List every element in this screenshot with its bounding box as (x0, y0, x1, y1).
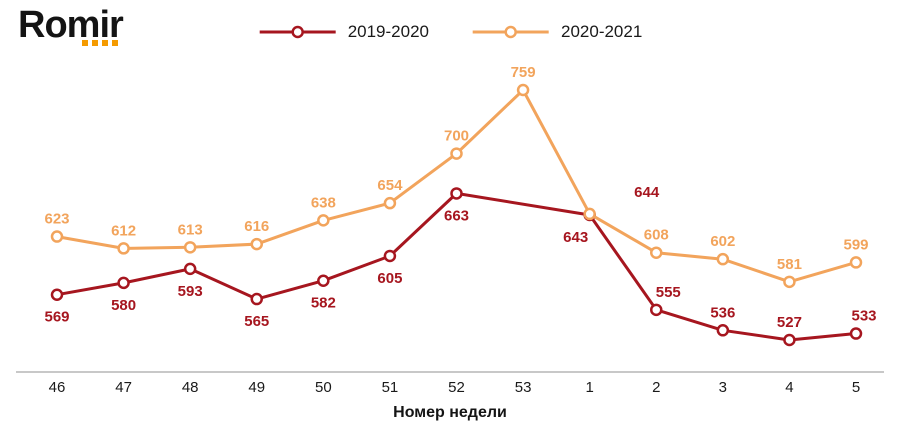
legend-line-marker-icon (473, 25, 549, 39)
data-point-marker (849, 256, 863, 269)
value-label: 580 (111, 297, 136, 314)
value-label: 638 (311, 194, 336, 211)
data-point-marker (183, 262, 197, 276)
x-tick-label: 2 (652, 379, 660, 396)
x-axis-title: Номер недели (393, 404, 507, 421)
data-point-marker (450, 147, 463, 160)
series-line (55, 88, 858, 284)
value-label: 700 (444, 128, 469, 145)
data-point-marker (50, 288, 64, 301)
x-tick-label: 50 (315, 379, 332, 396)
value-label: 555 (656, 284, 681, 301)
data-point-marker (383, 196, 397, 210)
chart-legend: 2019-2020 2020-2021 (258, 22, 642, 42)
data-point-marker (849, 327, 863, 340)
value-label: 643 (563, 229, 588, 246)
data-point-marker (250, 292, 263, 306)
value-label: 536 (710, 304, 735, 321)
value-label: 623 (44, 211, 69, 228)
value-label: 663 (444, 207, 469, 224)
value-label: 616 (244, 218, 269, 235)
series-line (55, 191, 858, 342)
value-label: 613 (178, 221, 203, 238)
data-point-marker (383, 249, 397, 263)
x-tick-label: 52 (448, 379, 465, 396)
data-point-marker (117, 242, 130, 255)
data-point-marker (317, 214, 330, 227)
logo-dot (112, 39, 118, 46)
value-label: 569 (44, 309, 69, 326)
data-point-marker (117, 276, 130, 290)
logo-dot (82, 39, 88, 46)
x-tick-label: 3 (719, 379, 727, 396)
data-point-marker (783, 275, 796, 289)
legend-item-2019-2020: 2019-2020 (258, 22, 429, 42)
value-label: 527 (777, 314, 802, 331)
value-label: 654 (377, 177, 403, 194)
x-tick-label: 5 (852, 379, 860, 396)
value-label: 759 (511, 64, 536, 81)
x-tick-label: 48 (182, 379, 199, 396)
value-label: 605 (377, 270, 402, 287)
x-tick-label: 49 (248, 379, 265, 396)
data-point-marker (716, 324, 730, 337)
data-point-marker (650, 303, 663, 317)
romir-logo-text: Romir (18, 4, 124, 46)
value-label: 599 (843, 236, 868, 253)
data-point-marker (450, 187, 463, 200)
x-tick-label: 46 (49, 379, 66, 396)
legend-item-2020-2021: 2020-2021 (471, 22, 642, 42)
value-label: 593 (178, 283, 203, 300)
value-label: 565 (244, 313, 269, 330)
data-point-marker (50, 230, 64, 243)
legend-label-2019-2020: 2019-2020 (347, 22, 429, 41)
romir-logo: Romir (18, 4, 124, 46)
value-label: 533 (851, 308, 876, 325)
value-label: 581 (777, 256, 802, 273)
data-point-marker (183, 241, 197, 254)
data-point-marker (516, 83, 530, 97)
x-tick-label: 47 (115, 379, 132, 396)
data-point-marker (250, 237, 263, 251)
data-point-marker (716, 252, 730, 266)
legend-line-marker-icon (259, 25, 336, 39)
x-tick-label: 51 (382, 379, 399, 396)
x-tick-label: 53 (515, 379, 532, 396)
data-point-marker (783, 333, 796, 347)
romir-logo-dots (82, 39, 123, 46)
x-tick-label: 1 (585, 379, 593, 396)
value-label: 612 (111, 222, 136, 239)
data-point-marker (317, 274, 330, 287)
legend-label-2020-2021: 2020-2021 (561, 22, 643, 41)
data-point-marker (650, 246, 663, 259)
value-label: 608 (644, 227, 669, 244)
logo-dot (92, 39, 98, 46)
logo-dot (102, 39, 108, 46)
value-label: 602 (710, 233, 735, 250)
value-label: 644 (634, 184, 660, 201)
value-label: 582 (311, 295, 336, 312)
data-point-marker (583, 207, 596, 221)
x-tick-label: 4 (785, 379, 793, 396)
